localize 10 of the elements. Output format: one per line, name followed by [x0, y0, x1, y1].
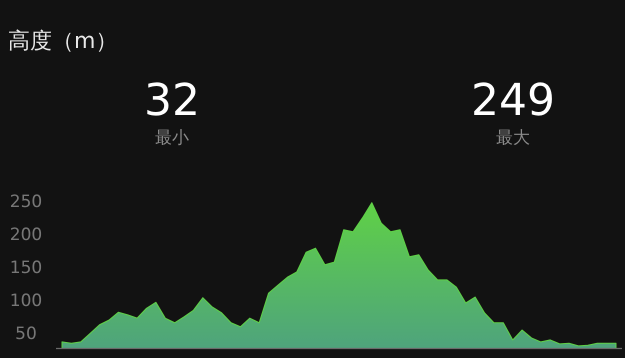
text: 249	[471, 75, 555, 126]
y-tick-label: 250	[10, 192, 42, 212]
text: 32	[144, 75, 200, 126]
text: 最小	[155, 128, 189, 148]
y-tick-label: 50	[15, 324, 37, 344]
text: 最大	[496, 128, 530, 148]
y-tick-label: 150	[10, 258, 42, 278]
y-tick-label: 200	[10, 224, 42, 245]
chart-title: 高度（m）	[8, 29, 118, 54]
y-tick-label: 100	[10, 290, 42, 311]
